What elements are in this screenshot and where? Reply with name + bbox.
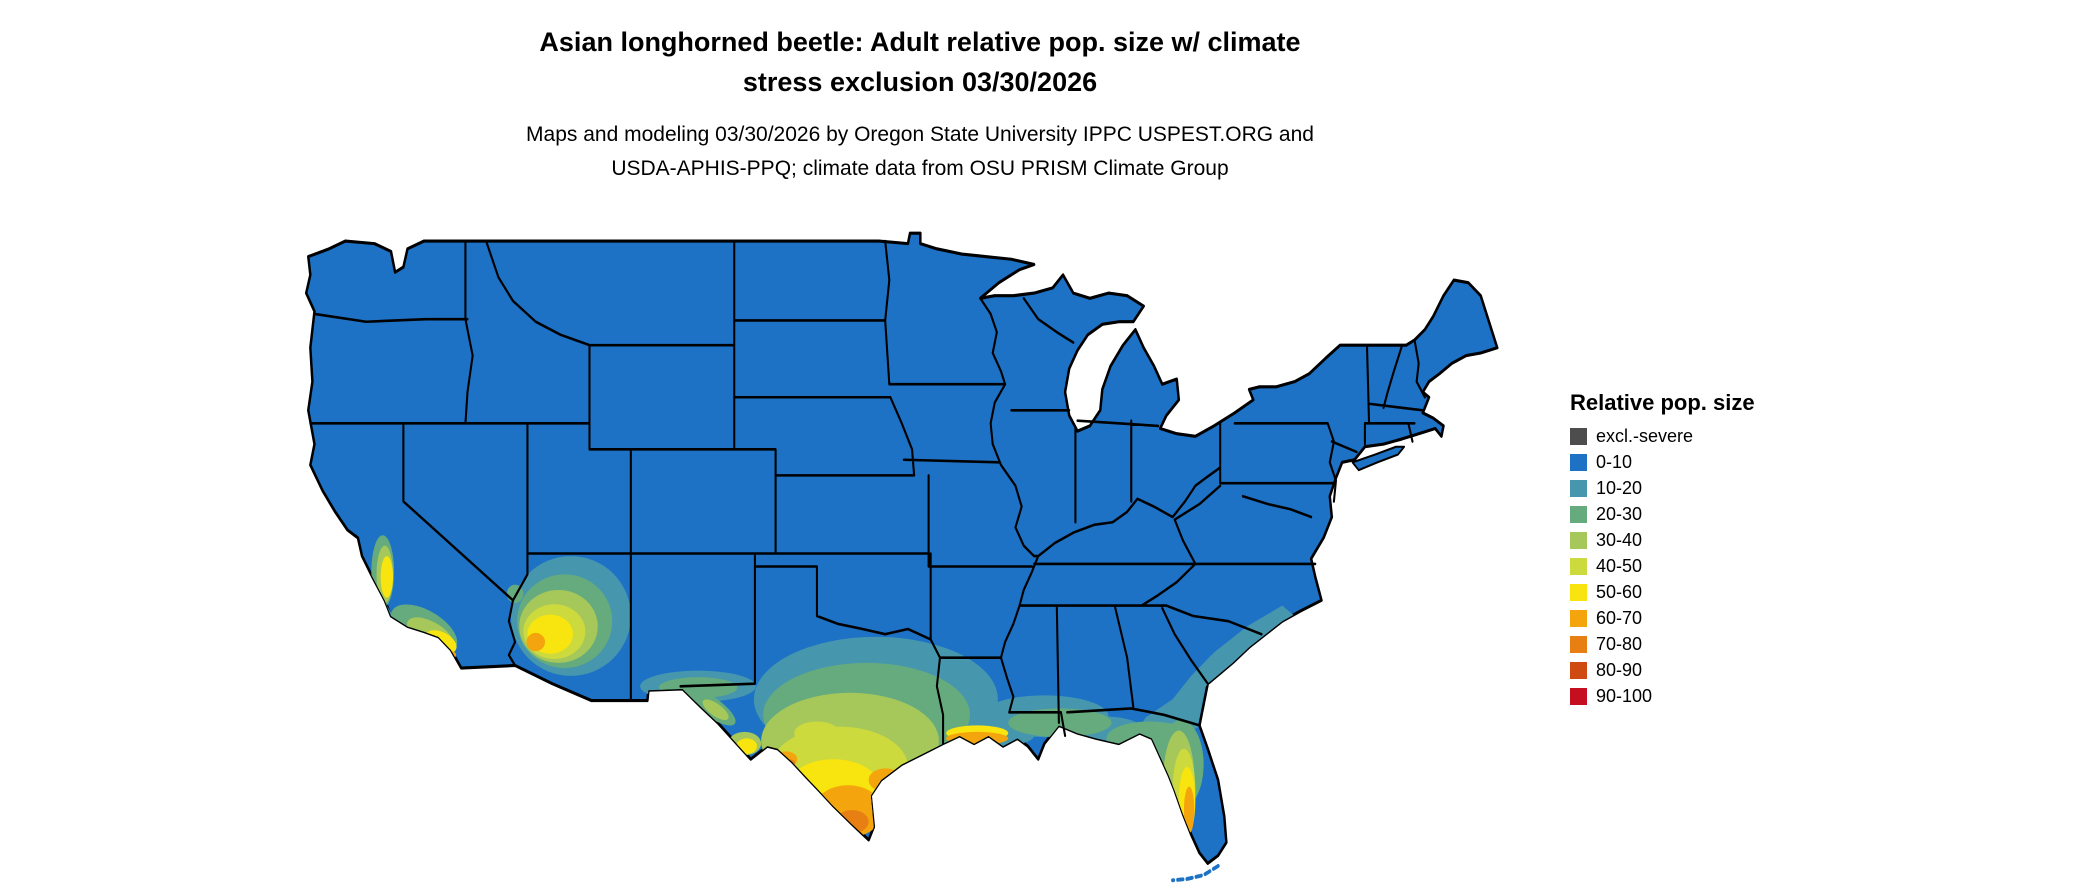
- page-subtitle: Maps and modeling 03/30/2026 by Oregon S…: [100, 118, 1740, 186]
- legend-item: 40-50: [1570, 556, 1800, 576]
- legend-title: Relative pop. size: [1570, 390, 1755, 415]
- state-borders: [309, 239, 1426, 745]
- legend: Relative pop. size excl.-severe 0-10 10-…: [1570, 390, 1800, 714]
- legend-swatch-60-70: [1570, 610, 1587, 627]
- legend-item: 50-60: [1570, 582, 1800, 602]
- legend-label: 90-100: [1596, 686, 1653, 706]
- legend-label: 20-30: [1596, 504, 1643, 524]
- legend-swatch-80-90: [1570, 662, 1587, 679]
- legend-label: 40-50: [1596, 556, 1643, 576]
- page-title: Asian longhorned beetle: Adult relative …: [100, 22, 1740, 102]
- legend-item: 90-100: [1570, 686, 1800, 706]
- legend-swatch-90-100: [1570, 688, 1587, 705]
- legend-swatch-70-80: [1570, 636, 1587, 653]
- subtitle-line-1: Maps and modeling 03/30/2026 by Oregon S…: [526, 123, 1314, 146]
- legend-item: 10-20: [1570, 478, 1800, 498]
- legend-item: excl.-severe: [1570, 426, 1800, 446]
- legend-swatch-40-50: [1570, 558, 1587, 575]
- legend-swatch-0-10: [1570, 454, 1587, 471]
- legend-label: 80-90: [1596, 660, 1643, 680]
- us-landmass: [304, 231, 1499, 865]
- us-map: [300, 228, 1520, 892]
- legend-item: 80-90: [1570, 660, 1800, 680]
- legend-item: 0-10: [1570, 452, 1800, 472]
- legend-item: 70-80: [1570, 634, 1800, 654]
- legend-swatch-excl-severe: [1570, 428, 1587, 445]
- legend-swatch-50-60: [1570, 584, 1587, 601]
- legend-item: 60-70: [1570, 608, 1800, 628]
- legend-label: 70-80: [1596, 634, 1643, 654]
- us-map-svg: [304, 231, 1499, 883]
- legend-swatch-30-40: [1570, 532, 1587, 549]
- florida-keys: [1171, 864, 1220, 883]
- long-island: [1351, 445, 1406, 472]
- legend-label: 50-60: [1596, 582, 1643, 602]
- legend-label: 60-70: [1596, 608, 1643, 628]
- legend-item: 20-30: [1570, 504, 1800, 524]
- subtitle-line-2: USDA-APHIS-PPQ; climate data from OSU PR…: [611, 157, 1229, 180]
- legend-label: excl.-severe: [1596, 426, 1694, 446]
- legend-swatch-20-30: [1570, 506, 1587, 523]
- legend-label: 0-10: [1596, 452, 1633, 472]
- legend-label: 30-40: [1596, 530, 1643, 550]
- legend-label: 10-20: [1596, 478, 1643, 498]
- title-line-1: Asian longhorned beetle: Adult relative …: [539, 27, 1301, 57]
- legend-item: 30-40: [1570, 530, 1800, 550]
- title-line-2: stress exclusion 03/30/2026: [742, 67, 1098, 97]
- legend-swatch-10-20: [1570, 480, 1587, 497]
